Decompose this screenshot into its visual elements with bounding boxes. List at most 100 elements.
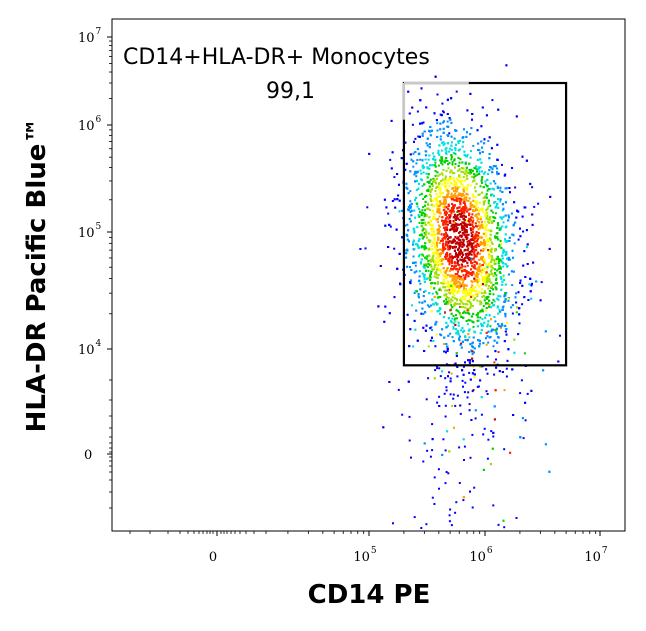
event-dot bbox=[404, 224, 407, 227]
event-dot bbox=[416, 148, 419, 151]
event-dot bbox=[484, 228, 487, 231]
event-dot bbox=[418, 208, 421, 210]
event-dot bbox=[471, 258, 474, 261]
event-dot bbox=[468, 223, 471, 226]
event-dot bbox=[473, 265, 476, 268]
event-dot bbox=[471, 245, 474, 248]
event-dot bbox=[396, 173, 399, 175]
event-dot bbox=[458, 286, 461, 289]
event-dot bbox=[416, 179, 418, 182]
event-dot bbox=[490, 270, 493, 273]
event-dot bbox=[484, 226, 487, 229]
event-dot bbox=[423, 278, 426, 281]
event-dot bbox=[490, 193, 493, 196]
event-dot bbox=[388, 223, 391, 226]
event-dot bbox=[387, 212, 390, 215]
event-dot bbox=[433, 230, 436, 233]
event-dot bbox=[523, 250, 526, 253]
event-dot bbox=[413, 231, 416, 234]
event-dot bbox=[494, 272, 497, 275]
event-dot bbox=[418, 275, 421, 278]
event-dot bbox=[485, 263, 488, 266]
event-dot bbox=[504, 233, 507, 236]
event-dot bbox=[448, 269, 451, 272]
event-dot bbox=[446, 216, 449, 219]
event-dot bbox=[463, 310, 466, 313]
event-dot bbox=[463, 224, 466, 227]
event-dot bbox=[448, 288, 451, 291]
event-dot bbox=[464, 204, 467, 207]
event-dot bbox=[435, 257, 438, 260]
event-dot bbox=[463, 284, 466, 287]
event-dot bbox=[497, 198, 500, 201]
event-dot bbox=[519, 436, 522, 439]
event-dot bbox=[484, 243, 487, 246]
event-dot bbox=[458, 253, 461, 256]
event-dot bbox=[414, 261, 417, 264]
event-dot bbox=[427, 221, 430, 224]
event-dot bbox=[484, 180, 487, 183]
event-dot bbox=[416, 202, 419, 205]
event-dot bbox=[457, 285, 460, 288]
event-dot bbox=[473, 250, 476, 253]
event-dot bbox=[494, 212, 497, 215]
event-dot bbox=[442, 203, 445, 206]
event-dot bbox=[435, 272, 438, 275]
event-dot bbox=[444, 236, 446, 239]
event-dot bbox=[411, 106, 414, 109]
event-dot bbox=[471, 264, 474, 267]
event-dot bbox=[489, 463, 492, 466]
event-dot bbox=[490, 330, 493, 333]
event-dot bbox=[473, 240, 476, 243]
event-dot bbox=[508, 258, 511, 261]
event-dot bbox=[495, 332, 498, 335]
event-dot bbox=[485, 196, 488, 199]
event-dot bbox=[466, 153, 469, 156]
event-dot bbox=[499, 276, 502, 279]
event-dot bbox=[435, 333, 438, 336]
event-dot bbox=[453, 267, 456, 270]
event-dot bbox=[438, 187, 441, 190]
event-dot bbox=[485, 302, 488, 305]
event-dot bbox=[439, 248, 442, 251]
event-dot bbox=[454, 283, 456, 286]
event-dot bbox=[488, 136, 491, 139]
event-dot bbox=[422, 295, 425, 297]
event-dot bbox=[484, 278, 487, 281]
event-dot bbox=[476, 313, 479, 316]
event-dot bbox=[469, 343, 472, 346]
event-dot bbox=[450, 156, 453, 159]
event-dot bbox=[475, 279, 478, 282]
event-dot bbox=[478, 258, 480, 261]
event-dot bbox=[463, 233, 466, 236]
event-dot bbox=[464, 269, 467, 272]
event-dot bbox=[464, 291, 467, 294]
event-dot bbox=[444, 227, 447, 230]
event-dot bbox=[481, 146, 483, 149]
event-dot bbox=[462, 208, 465, 211]
event-dot bbox=[485, 296, 488, 299]
event-dot bbox=[408, 240, 410, 243]
event-dot bbox=[462, 232, 465, 235]
event-dot bbox=[426, 255, 429, 258]
event-dot bbox=[424, 200, 427, 203]
event-dot bbox=[441, 192, 444, 194]
event-dot bbox=[493, 260, 496, 263]
event-dot bbox=[448, 260, 451, 262]
event-dot bbox=[428, 181, 431, 184]
event-dot bbox=[447, 248, 450, 251]
event-dot bbox=[415, 290, 418, 293]
event-dot bbox=[469, 252, 472, 255]
event-dot bbox=[452, 224, 455, 227]
event-dot bbox=[512, 256, 514, 259]
event-dot bbox=[499, 267, 502, 270]
event-dot bbox=[441, 370, 444, 373]
event-dot bbox=[450, 192, 453, 195]
event-dot bbox=[462, 190, 465, 193]
event-dot bbox=[471, 281, 474, 284]
event-dot bbox=[456, 285, 459, 288]
event-dot bbox=[413, 271, 416, 274]
event-dot bbox=[457, 156, 460, 159]
event-dot bbox=[439, 200, 442, 203]
event-dot bbox=[453, 172, 456, 175]
